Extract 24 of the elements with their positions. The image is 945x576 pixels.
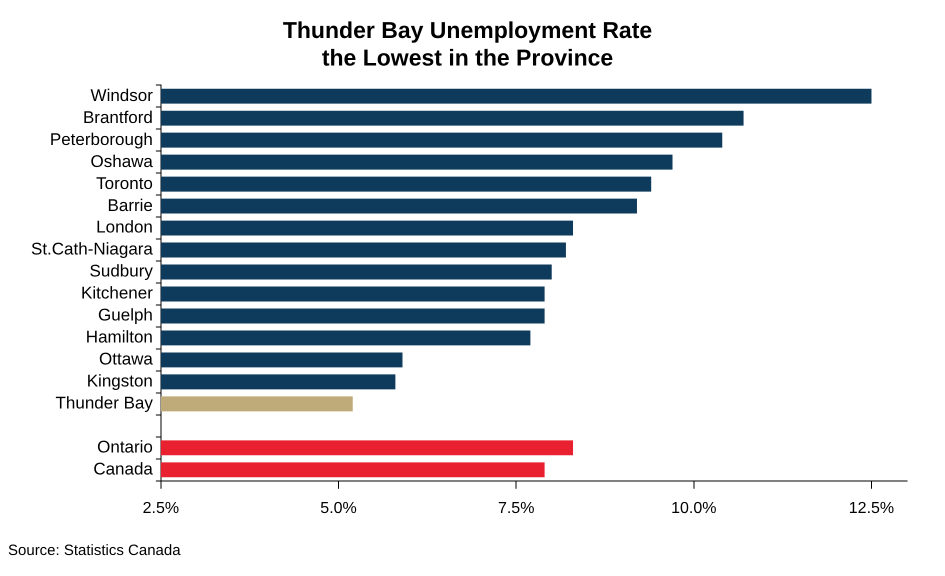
x-tick-label: 10.0%	[671, 500, 717, 517]
x-tick-label: 2.5%	[142, 500, 180, 517]
y-tick-label: St.Cath-Niagara	[31, 240, 154, 259]
source-note: Source: Statistics Canada	[8, 542, 182, 559]
y-tick-label: Barrie	[108, 196, 153, 215]
y-tick-label: Sudbury	[90, 262, 154, 281]
y-tick-label: Kitchener	[81, 284, 154, 303]
y-tick-label: Guelph	[98, 306, 153, 325]
x-tick-label: 7.5%	[498, 500, 534, 517]
y-tick-label: Windsor	[90, 86, 154, 105]
y-tick-label: London	[96, 218, 153, 237]
y-tick-label: Canada	[93, 460, 154, 478]
y-tick-label: Toronto	[96, 174, 153, 193]
y-tick-label: Peterborough	[50, 130, 153, 149]
y-tick-label: Ottawa	[99, 350, 154, 369]
y-tick-label: Ontario	[97, 438, 153, 457]
x-tick-label: 5.0%	[320, 500, 357, 517]
y-tick-label: Thunder Bay	[56, 394, 154, 413]
x-tick-label: 12.5%	[848, 500, 894, 517]
chart-title: Thunder Bay Unemployment Rate the Lowest in the Province	[282, 17, 652, 71]
y-tick-label: Brantford	[82, 108, 153, 127]
y-tick-label: Kingston	[86, 372, 153, 391]
y-tick-label: Oshawa	[90, 152, 154, 171]
y-tick-label: Hamilton	[86, 328, 153, 347]
